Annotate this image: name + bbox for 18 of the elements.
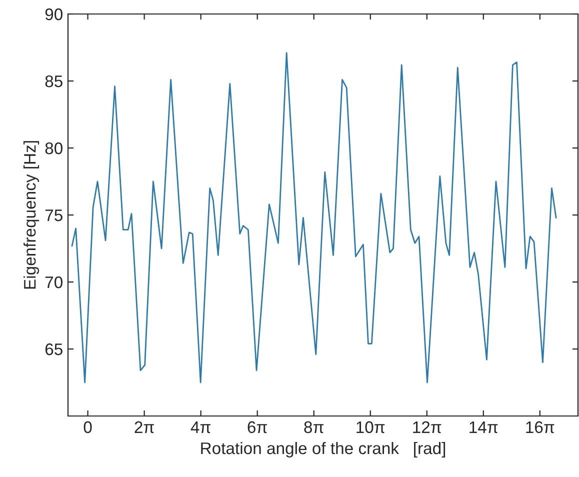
x-tick-label: 12π xyxy=(413,421,442,434)
x-tick-label: 16π xyxy=(526,421,554,434)
y-tick-label: 80 xyxy=(45,142,62,154)
x-tick-label: 0 xyxy=(84,421,92,434)
x-tick-label: 10π xyxy=(356,421,385,434)
y-tick-label: 70 xyxy=(45,276,62,288)
x-axis-title: Rotation angle of the crank [rad] xyxy=(201,442,446,458)
x-tick-label: 6π xyxy=(248,421,267,434)
y-axis-title: Eigenfrequency [Hz] xyxy=(24,141,40,289)
x-tick-label: 4π xyxy=(190,421,210,434)
y-tick-label: 85 xyxy=(45,75,62,88)
x-tick-label: 14π xyxy=(470,421,498,434)
x-tick-label: 2π xyxy=(134,421,154,434)
y-tick-label: 90 xyxy=(45,8,62,20)
y-tick-label: 65 xyxy=(45,343,62,356)
line-series xyxy=(71,52,557,384)
y-tick-label: 75 xyxy=(45,210,62,222)
x-tick-label: 8π xyxy=(304,421,324,434)
